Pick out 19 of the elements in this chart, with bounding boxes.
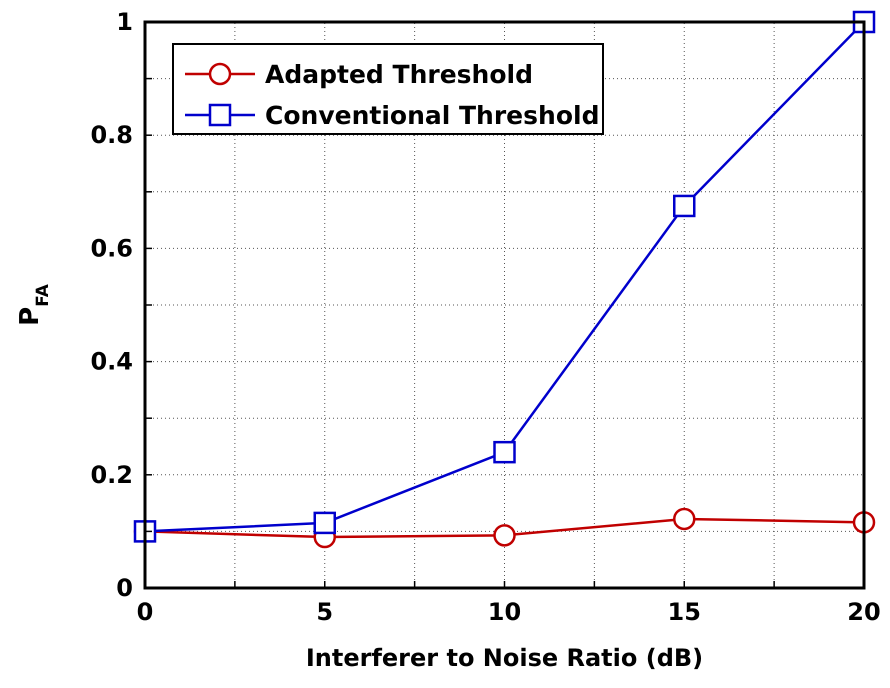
y-tick-label: 0.2 bbox=[90, 460, 133, 489]
point bbox=[673, 194, 696, 218]
x-tick-label: 15 bbox=[668, 598, 701, 626]
legend-label: Conventional Threshold bbox=[265, 101, 600, 130]
point bbox=[493, 440, 516, 464]
legend-label: Adapted Threshold bbox=[265, 60, 533, 89]
point bbox=[314, 512, 336, 534]
y-tick-label: 0 bbox=[116, 574, 133, 602]
x-axis-title: Interferer to Noise Ratio (dB) bbox=[306, 644, 704, 672]
point bbox=[493, 524, 516, 547]
x-tick-label: 5 bbox=[316, 598, 334, 626]
y-tick-label: 1 bbox=[116, 8, 133, 36]
y-tick-label: 0.6 bbox=[90, 234, 133, 262]
x-tick-label: 10 bbox=[488, 598, 522, 626]
x-tick-label: 20 bbox=[847, 598, 881, 626]
y-tick-label: 0.8 bbox=[90, 121, 133, 150]
x-tick-label: 0 bbox=[136, 598, 154, 626]
point bbox=[673, 508, 696, 530]
y-tick-label: 0.4 bbox=[90, 348, 133, 376]
